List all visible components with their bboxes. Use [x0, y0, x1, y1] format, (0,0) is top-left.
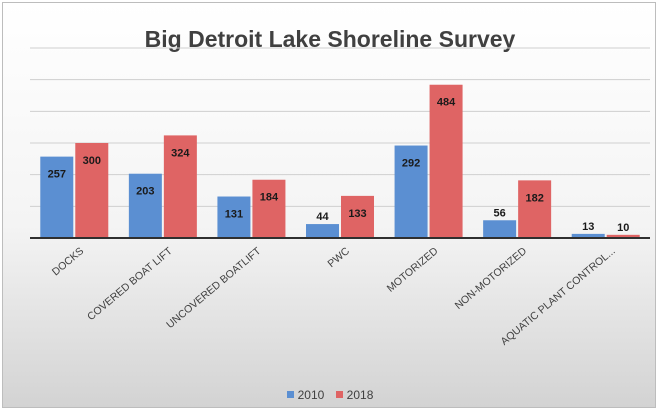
- bar-2010-1: [128, 173, 162, 238]
- bar-2010-4: [394, 145, 428, 238]
- legend-label-2010: 2010: [297, 388, 325, 402]
- category-label-5: NON-MOTORIZED: [453, 245, 530, 312]
- data-label-2018-1: 324: [171, 147, 190, 159]
- legend-item-2010: 2010: [286, 388, 325, 402]
- bar-2018-1: [163, 135, 197, 238]
- bar-2010-3: [306, 224, 339, 238]
- category-label-0: DOCKS: [50, 245, 86, 278]
- bar-2010-2: [217, 196, 251, 238]
- data-label-2018-2: 184: [260, 192, 279, 204]
- data-label-2010-4: 292: [402, 158, 420, 170]
- data-label-2010-2: 131: [225, 209, 243, 221]
- bar-2018-4: [429, 84, 463, 238]
- category-label-1: COVERED BOAT LIFT: [85, 245, 175, 323]
- category-label-2: UNCOVERED BOATLIFT: [164, 245, 264, 331]
- data-label-2010-1: 203: [136, 186, 154, 198]
- legend-label-2018: 2018: [346, 388, 374, 402]
- data-label-2010-6: 13: [582, 221, 594, 233]
- data-label-2018-0: 300: [83, 155, 101, 167]
- data-label-2018-5: 182: [525, 192, 543, 204]
- bar-2010-0: [40, 156, 74, 238]
- data-label-2018-3: 133: [348, 208, 366, 220]
- bar-2018-5: [518, 180, 552, 238]
- data-label-2018-4: 484: [437, 97, 456, 109]
- bar-2010-6: [571, 233, 605, 238]
- bar-2010-5: [483, 220, 517, 238]
- bar-2018-0: [75, 143, 109, 238]
- data-label-2010-3: 44: [316, 211, 329, 223]
- bar-2018-6: [606, 234, 640, 238]
- legend: 2010 2018: [0, 388, 660, 402]
- bar-2018-2: [252, 179, 286, 238]
- data-label-2010-0: 257: [48, 169, 66, 181]
- legend-item-2018: 2018: [335, 388, 374, 402]
- category-label-3: PWC: [325, 245, 352, 270]
- data-label-2018-6: 10: [617, 222, 629, 234]
- data-label-2010-5: 56: [494, 207, 506, 219]
- legend-swatch-2010: [286, 391, 294, 399]
- category-label-4: MOTORIZED: [385, 245, 441, 295]
- bar-2018-3: [341, 195, 374, 238]
- legend-swatch-2018: [335, 391, 343, 399]
